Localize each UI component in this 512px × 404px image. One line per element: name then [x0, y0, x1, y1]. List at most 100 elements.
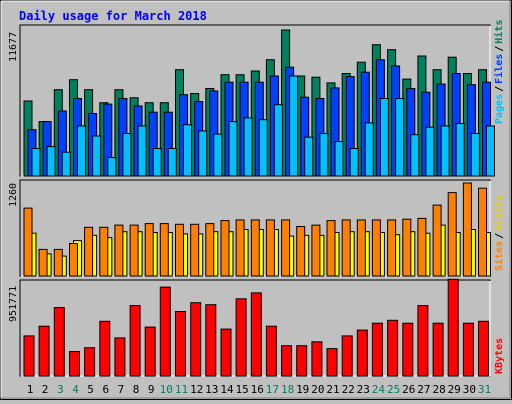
pages-bar-day-5	[92, 135, 102, 177]
x-label-day-20: 20	[311, 383, 324, 396]
pages-bar-day-15	[243, 117, 253, 177]
x-label-day-22: 22	[342, 383, 355, 396]
pages-bar-day-24	[379, 98, 389, 177]
legend-separator: /	[494, 46, 505, 52]
sites-bar-day-3	[53, 248, 63, 277]
kbytes-bar-day-17	[265, 325, 277, 377]
sites-bar-day-7	[114, 224, 124, 277]
pages-bar-day-6	[107, 157, 117, 177]
kbytes-bar-day-21	[326, 348, 338, 377]
sites-bar-day-24	[371, 219, 381, 277]
x-label-day-29: 29	[448, 383, 461, 396]
kbytes-bar-day-14	[220, 328, 232, 377]
x-label-day-13: 13	[205, 383, 218, 396]
legend-visits: Visits	[493, 195, 505, 231]
pages-bar-day-23	[364, 122, 374, 177]
sites-bar-day-17	[265, 219, 275, 277]
x-label-day-9: 9	[148, 383, 155, 396]
panel-1-ymax-label: 11677	[8, 32, 19, 62]
sites-bar-day-20	[311, 224, 321, 277]
sites-bar-day-25	[387, 219, 397, 277]
x-label-day-25: 25	[387, 383, 400, 396]
pages-bar-day-17	[273, 104, 283, 177]
x-label-day-23: 23	[357, 383, 370, 396]
panel-2-legend: Sites / Visits	[493, 195, 505, 271]
x-label-day-18: 18	[281, 383, 294, 396]
kbytes-bar-day-15	[235, 298, 247, 377]
legend-files: Files	[493, 54, 505, 84]
pages-bar-day-19	[304, 136, 314, 177]
legend-sites: Sites	[493, 241, 505, 271]
x-label-day-2: 2	[42, 383, 49, 396]
svg-text:Pages/Files/Hits: Pages / Files / Hits	[493, 20, 505, 124]
kbytes-bar-day-18	[281, 345, 293, 377]
kbytes-bar-day-13	[205, 304, 217, 377]
sites-bar-day-19	[296, 226, 306, 277]
kbytes-bar-day-1	[23, 335, 35, 377]
x-label-day-14: 14	[220, 383, 234, 396]
pages-bar-day-29	[455, 123, 465, 177]
pages-bar-day-3	[61, 151, 71, 177]
sites-bar-day-4	[69, 243, 78, 277]
pages-bar-day-8	[137, 125, 147, 177]
sites-bar-day-1	[23, 207, 33, 277]
x-label-day-15: 15	[235, 383, 248, 396]
sites-bar-day-15	[235, 219, 245, 277]
x-label-day-5: 5	[87, 383, 94, 396]
sites-bar-day-29	[447, 192, 457, 277]
pages-bar-day-25	[395, 98, 405, 177]
kbytes-bar-day-8	[129, 305, 141, 377]
sites-bar-day-14	[220, 220, 230, 277]
kbytes-bar-day-2	[38, 325, 50, 377]
pages-bar-day-13	[213, 133, 223, 177]
pages-bar-day-26	[410, 134, 420, 177]
kbytes-bar-day-4	[69, 351, 80, 377]
panel-3-legend: KBytes	[494, 338, 505, 374]
sites-bar-day-22	[341, 219, 351, 277]
sites-bar-day-10	[159, 223, 169, 277]
chart-title: Daily usage for March 2018	[19, 9, 207, 23]
sites-bar-day-8	[129, 224, 139, 277]
pages-bar-day-22	[349, 148, 359, 177]
x-label-day-24: 24	[372, 383, 386, 396]
x-axis-day-labels: 1 2 3 4 5 6 7 8 9 10 11 12 13 14 15 16 17 18 19 20 21 22 23 24 2…	[27, 383, 491, 396]
sites-bar-day-18	[281, 219, 291, 277]
x-label-day-17: 17	[266, 383, 279, 396]
sites-bar-day-2	[38, 248, 48, 277]
x-label-day-16: 16	[251, 383, 264, 396]
kbytes-bar-day-6	[99, 320, 111, 377]
x-label-day-1: 1	[27, 383, 34, 396]
kbytes-bar-day-9	[144, 326, 156, 377]
sites-bar-day-23	[356, 219, 366, 277]
x-label-day-19: 19	[296, 383, 309, 396]
sites-bar-day-30	[462, 182, 472, 277]
kbytes-bar-day-24	[371, 322, 383, 377]
pages-bar-day-16	[258, 119, 268, 177]
kbytes-bar-day-27	[417, 305, 429, 377]
legend-hits: Hits	[493, 20, 505, 44]
sites-bar-day-27	[417, 217, 427, 277]
sites-bar-day-13	[205, 223, 215, 277]
pages-bar-day-9	[152, 148, 162, 177]
x-label-day-6: 6	[102, 383, 109, 396]
sites-bar-day-9	[144, 223, 154, 277]
sites-bar-day-16	[250, 219, 260, 277]
pages-bar-day-12	[198, 130, 208, 177]
x-label-day-4: 4	[72, 383, 79, 396]
legend-separator: /	[494, 233, 505, 239]
pages-bar-day-10	[167, 148, 177, 177]
kbytes-bar-day-19	[296, 345, 308, 377]
svg-text:Sites/Visits: Sites / Visits	[493, 195, 505, 271]
x-label-day-7: 7	[118, 383, 125, 396]
sites-bar-day-21	[326, 220, 336, 277]
pages-bar-day-30	[470, 133, 480, 177]
kbytes-bar-day-30	[462, 322, 474, 377]
sites-bar-day-26	[402, 218, 412, 277]
kbytes-bar-day-28	[432, 322, 444, 377]
kbytes-bar-day-25	[387, 319, 399, 377]
panel-2-ymax-label: 1260	[8, 183, 19, 207]
sites-bar-day-6	[99, 226, 109, 277]
x-label-day-31: 31	[478, 383, 491, 396]
x-label-day-21: 21	[326, 383, 339, 396]
